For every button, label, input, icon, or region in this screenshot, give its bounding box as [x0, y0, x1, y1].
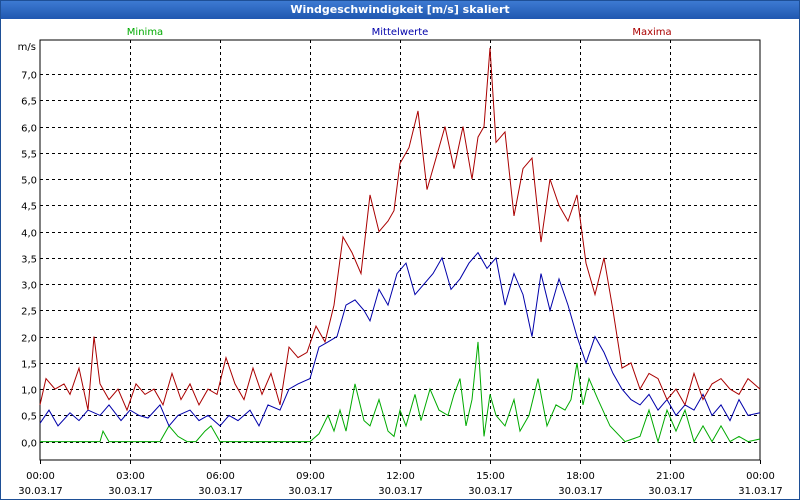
x-tick-time: 21:00: [656, 471, 685, 482]
y-tick-label: 1,5: [21, 360, 37, 371]
x-tick-time: 18:00: [566, 471, 595, 482]
x-tick-time: 15:00: [476, 471, 505, 482]
x-tick-date: 30.03.17: [468, 486, 513, 497]
x-tick-date: 30.03.17: [648, 486, 693, 497]
x-tick-time: 06:00: [206, 471, 235, 482]
y-tick-label: 6,5: [21, 97, 37, 108]
chart-title: Windgeschwindigkeit [m/s] skaliert: [1, 1, 799, 19]
x-tick-time: 00:00: [746, 471, 775, 482]
y-tick-label: 5,0: [21, 176, 37, 187]
x-tick-date: 30.03.17: [198, 486, 243, 497]
series-line-minima: [40, 341, 761, 444]
legend-entry-mittelwerte: Mittelwerte: [372, 27, 429, 38]
x-tick-time: 12:00: [386, 471, 415, 482]
x-tick-date: 30.03.17: [288, 486, 333, 497]
y-tick-label: 2,5: [21, 307, 37, 318]
y-tick-label: 0,5: [21, 412, 37, 423]
x-tick-date: 30.03.17: [378, 486, 423, 497]
y-tick-label: 2,0: [21, 334, 37, 345]
x-tick-time: 09:00: [296, 471, 325, 482]
y-tick-label: 4,5: [21, 202, 37, 213]
y-tick-label: 6,0: [21, 124, 37, 135]
x-tick-time: 03:00: [116, 471, 145, 482]
y-tick-label: 0,0: [21, 439, 37, 450]
x-tick-time: 00:00: [26, 471, 55, 482]
legend-entry-minima: Minima: [127, 27, 163, 38]
series-line-maxima: [39, 47, 761, 412]
x-tick-date: 30.03.17: [108, 486, 153, 497]
y-tick-label: 5,5: [21, 150, 37, 161]
y-tick-label: 3,5: [21, 255, 37, 266]
x-tick-date: 31.03.17: [738, 486, 783, 497]
x-tick-date: 30.03.17: [558, 486, 603, 497]
y-tick-label: 1,0: [21, 386, 37, 397]
legend-entry-maxima: Maxima: [632, 27, 671, 38]
y-tick-label: 3,0: [21, 281, 37, 292]
y-tick-label: 4,0: [21, 229, 37, 240]
y-axis-label: m/s: [18, 42, 36, 53]
series-line-mittelwerte: [39, 251, 761, 428]
y-tick-label: 7,0: [21, 71, 37, 82]
x-tick-date: 30.03.17: [18, 486, 63, 497]
